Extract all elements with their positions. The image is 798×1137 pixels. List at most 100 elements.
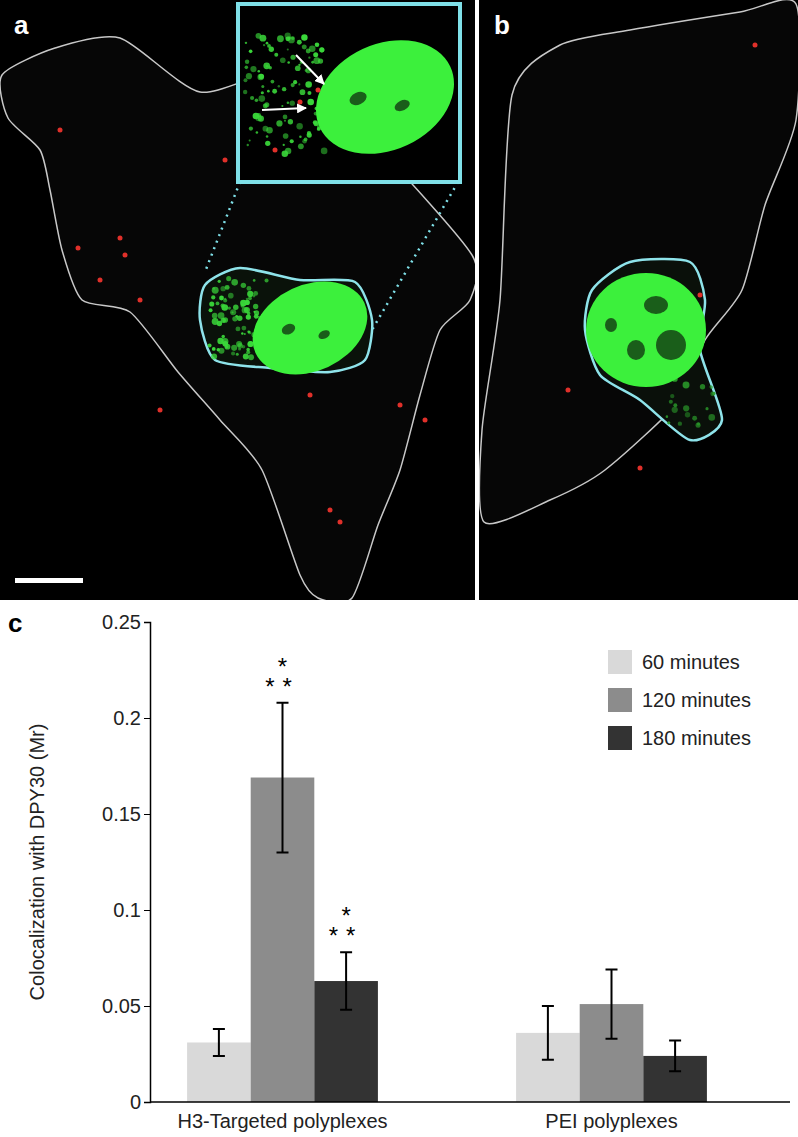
red-dot	[118, 236, 123, 241]
speckle	[221, 335, 225, 339]
red-dot	[298, 100, 303, 105]
inset-connector	[372, 182, 458, 330]
red-dot	[566, 388, 571, 393]
tick-label: 0.1	[113, 899, 141, 921]
speckle	[290, 101, 295, 106]
speckle	[218, 348, 224, 354]
speckle	[231, 279, 238, 286]
speckle	[257, 74, 263, 80]
speckle	[685, 412, 690, 417]
tick-mark	[144, 814, 150, 815]
red-dot	[308, 393, 313, 398]
speckle	[298, 143, 304, 149]
speckle	[282, 87, 286, 91]
speckle	[222, 317, 228, 323]
speckle	[266, 42, 269, 45]
speckle	[276, 120, 282, 126]
speckle	[673, 403, 677, 407]
perinuclear-outline	[585, 259, 722, 440]
speckle	[315, 43, 320, 48]
speckle	[287, 36, 291, 40]
nucleus	[297, 19, 460, 176]
speckle	[298, 83, 300, 85]
error-bar	[669, 1041, 681, 1072]
red-dot	[423, 418, 428, 423]
speckle	[224, 298, 226, 300]
red-dot	[223, 158, 228, 163]
speckle	[678, 421, 682, 425]
tick: 0.25	[102, 611, 150, 633]
speckle	[321, 148, 328, 155]
inset-frame	[238, 4, 460, 182]
speckle	[212, 287, 219, 294]
speckle	[278, 85, 280, 87]
speckle	[248, 331, 251, 334]
inset-content	[243, 19, 460, 176]
tick-label: H3-Targeted polyplexes	[177, 1110, 387, 1132]
speckle	[246, 73, 252, 79]
red-dot	[753, 43, 758, 48]
speckle	[277, 35, 284, 42]
red-dot	[338, 520, 343, 525]
speckle	[683, 382, 690, 389]
speckle	[255, 98, 259, 102]
legend-swatch	[608, 688, 632, 712]
speckle	[710, 391, 715, 396]
speckle	[236, 353, 239, 356]
speckle	[283, 144, 285, 146]
red-dot	[76, 246, 81, 251]
speckle	[710, 385, 714, 389]
speckle	[666, 415, 669, 418]
red-dot	[123, 253, 128, 258]
red-dot	[316, 88, 321, 93]
x-axis: H3-Targeted polyplexesPEI polyplexes	[150, 1102, 790, 1132]
speckle	[705, 407, 708, 410]
tick-mark	[144, 1006, 150, 1007]
speckle	[268, 66, 271, 69]
speckle	[269, 47, 274, 52]
speckle	[263, 44, 265, 46]
tick: 0.05	[102, 995, 150, 1017]
speckle	[281, 105, 283, 107]
speckle	[257, 70, 260, 73]
speckle	[253, 311, 255, 313]
speckle	[247, 286, 252, 291]
speckle	[300, 89, 306, 95]
tick-mark	[144, 910, 150, 911]
speckle	[307, 91, 311, 95]
tick-mark	[144, 718, 150, 719]
speckle	[261, 85, 264, 88]
red-dot	[58, 128, 63, 133]
speckle	[248, 341, 254, 347]
tick-label: 0.25	[102, 611, 141, 633]
speckle	[226, 276, 231, 281]
legend-entry: 60 minutes	[608, 650, 740, 674]
tick-label: 0.05	[102, 995, 141, 1017]
speckle	[221, 304, 228, 311]
speckle	[683, 405, 689, 411]
scale-bar	[15, 578, 83, 583]
speckle	[244, 78, 248, 82]
speckle	[692, 416, 697, 421]
red-dot	[398, 403, 403, 408]
speckle	[319, 47, 324, 52]
speckle	[242, 345, 246, 349]
speckle	[246, 314, 251, 319]
speckle	[290, 55, 295, 60]
speckle	[283, 115, 288, 120]
legend-swatch	[608, 650, 632, 674]
speckle	[307, 99, 314, 106]
speckle	[240, 300, 247, 307]
red-dot	[98, 278, 103, 283]
speckle	[242, 307, 248, 313]
speckle	[265, 141, 270, 146]
speckle	[228, 306, 231, 309]
speckle	[313, 120, 318, 125]
speckle	[224, 344, 230, 350]
speckle	[283, 133, 289, 139]
speckle	[231, 345, 237, 351]
speckle	[265, 279, 269, 283]
axis-line	[150, 1101, 790, 1103]
speckle	[284, 120, 286, 122]
speckle	[670, 394, 674, 398]
